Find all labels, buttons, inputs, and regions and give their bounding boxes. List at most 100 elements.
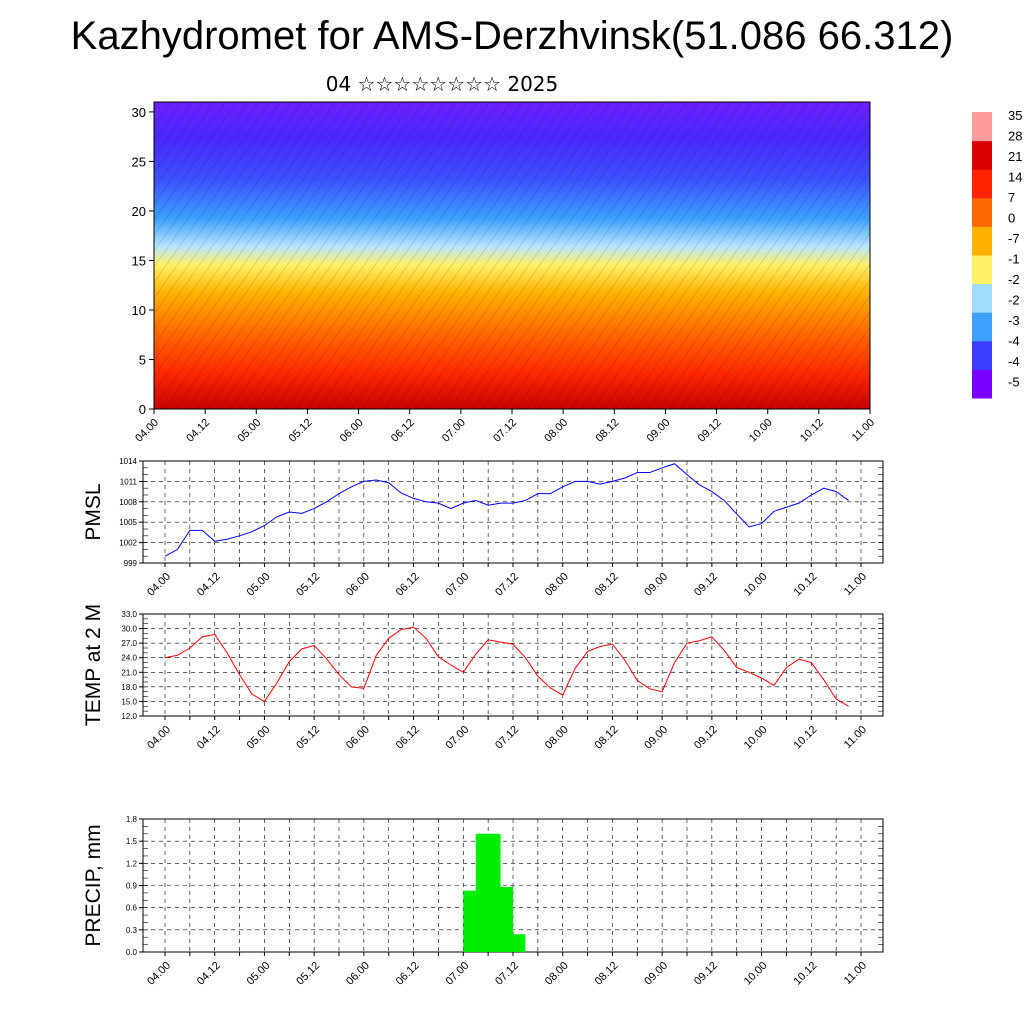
- xtick-label: 06.00: [344, 571, 372, 599]
- xtick-label: 09.12: [692, 724, 720, 752]
- chart-subtitle: 04 ☆☆☆☆☆☆☆☆ 2025: [325, 72, 559, 96]
- xtick-label: 08.12: [593, 571, 621, 599]
- ytick-label: 1005: [119, 518, 137, 527]
- ytick-label: 0.3: [126, 926, 138, 935]
- ytick-label: 1002: [119, 539, 137, 548]
- colorbar-label: -4: [1008, 334, 1020, 349]
- colorbar-label: 7: [1008, 190, 1015, 205]
- heatmap-xtick-label: 08.00: [542, 417, 570, 445]
- heatmap-ytick-label: 0: [139, 402, 146, 417]
- ytick-label: 15.0: [121, 697, 137, 706]
- xtick-label: 04.00: [145, 724, 173, 752]
- heatmap-xtick-label: 05.00: [235, 417, 263, 445]
- xtick-label: 11.00: [842, 571, 869, 598]
- xtick-label: 06.12: [394, 571, 422, 599]
- xtick-label: 05.12: [294, 571, 322, 599]
- xtick-label: 04.00: [145, 960, 173, 988]
- xtick-label: 11.00: [842, 960, 869, 987]
- xtick-label: 06.00: [344, 724, 372, 752]
- heatmap-xtick-label: 06.12: [389, 417, 417, 445]
- heatmap-xtick-label: 11.00: [850, 417, 877, 444]
- xtick-label: 07.12: [493, 571, 521, 599]
- ytick-label: 30.0: [121, 625, 137, 634]
- xtick-label: 06.00: [344, 960, 372, 988]
- colorbar-swatch: [972, 283, 992, 313]
- ytick-label: 1.2: [126, 859, 138, 868]
- xtick-label: 07.12: [493, 960, 521, 988]
- temp-series-line: [164, 626, 849, 707]
- xtick-label: 09.00: [642, 571, 670, 599]
- colorbar-label: -2: [1008, 293, 1020, 308]
- colorbar-label: -3: [1008, 313, 1020, 328]
- precip-bar: [500, 934, 526, 952]
- xtick-label: 06.12: [394, 724, 422, 752]
- xtick-label: 07.12: [493, 724, 521, 752]
- xtick-label: 10.00: [742, 571, 770, 599]
- xtick-label: 05.00: [245, 960, 273, 988]
- heatmap-ytick-label: 10: [132, 303, 146, 318]
- xtick-label: 05.12: [294, 960, 322, 988]
- colorbar-swatch: [972, 197, 992, 227]
- xtick-label: 10.00: [742, 724, 770, 752]
- ytick-label: 21.0: [121, 668, 137, 677]
- heatmap-ytick-label: 5: [139, 352, 146, 367]
- xtick-label: 05.00: [245, 571, 273, 599]
- pmsl-axis-title: PMSL: [82, 483, 105, 540]
- xtick-label: 10.12: [791, 724, 819, 752]
- wind-barbs-overlay: [154, 102, 870, 409]
- xtick-label: 04.12: [195, 960, 223, 988]
- heatmap-xtick-label: 10.12: [798, 417, 826, 445]
- xtick-label: 09.00: [642, 724, 670, 752]
- ytick-label: 24.0: [121, 654, 137, 663]
- heatmap-xtick-label: 09.12: [696, 417, 724, 445]
- xtick-label: 07.00: [443, 960, 471, 988]
- ytick-label: 0.9: [126, 882, 138, 891]
- colorbar-label: -5: [1008, 375, 1020, 390]
- colorbar-swatch: [972, 112, 992, 142]
- ytick-label: 999: [124, 559, 138, 568]
- ytick-label: 12.0: [121, 712, 137, 721]
- xtick-label: 05.00: [245, 724, 273, 752]
- xtick-label: 09.12: [692, 960, 720, 988]
- heatmap-xtick-label: 06.00: [338, 417, 366, 445]
- heatmap-xtick-label: 05.12: [287, 417, 315, 445]
- colorbar-label: -2: [1008, 272, 1020, 287]
- xtick-label: 06.12: [394, 960, 422, 988]
- xtick-label: 10.12: [791, 960, 819, 988]
- ytick-label: 1.8: [126, 815, 138, 824]
- colorbar-label: 21: [1008, 149, 1022, 164]
- ytick-label: 1.5: [126, 837, 138, 846]
- xtick-label: 04.00: [145, 571, 173, 599]
- ytick-label: 0.0: [126, 948, 138, 957]
- colorbar-swatch: [972, 340, 992, 370]
- xtick-label: 08.00: [543, 571, 571, 599]
- colorbar-swatch: [972, 369, 992, 399]
- xtick-label: 08.00: [543, 724, 571, 752]
- ytick-label: 33.0: [121, 610, 137, 619]
- heatmap-xtick-label: 10.00: [747, 417, 775, 445]
- heatmap-ytick-label: 15: [132, 253, 146, 268]
- colorbar-label: -4: [1008, 354, 1020, 369]
- heatmap-xtick-label: 07.12: [491, 417, 519, 445]
- temp-at-2-m-axis-title: TEMP at 2 M: [82, 604, 105, 726]
- colorbar-swatch: [972, 312, 992, 342]
- xtick-label: 10.00: [742, 960, 770, 988]
- colorbar-swatch: [972, 140, 992, 170]
- colorbar-swatch: [972, 226, 992, 256]
- xtick-label: 11.00: [842, 724, 869, 751]
- heatmap-ytick-label: 25: [132, 154, 146, 169]
- ytick-label: 1011: [120, 477, 138, 486]
- colorbar-swatch: [972, 169, 992, 199]
- xtick-label: 07.00: [443, 571, 471, 599]
- colorbar-label: 35: [1008, 108, 1022, 123]
- heatmap-xtick-label: 08.12: [593, 417, 621, 445]
- heatmap-ytick-label: 30: [132, 105, 146, 120]
- xtick-label: 10.12: [791, 571, 819, 599]
- ytick-label: 1014: [119, 457, 137, 466]
- colorbar-label: -1: [1008, 252, 1020, 267]
- ytick-label: 1008: [119, 498, 137, 507]
- xtick-label: 08.12: [593, 724, 621, 752]
- pmsl-series-line: [164, 463, 849, 557]
- heatmap-ytick-label: 20: [132, 204, 146, 219]
- precip-mm-axis-title: PRECIP, mm: [82, 824, 105, 946]
